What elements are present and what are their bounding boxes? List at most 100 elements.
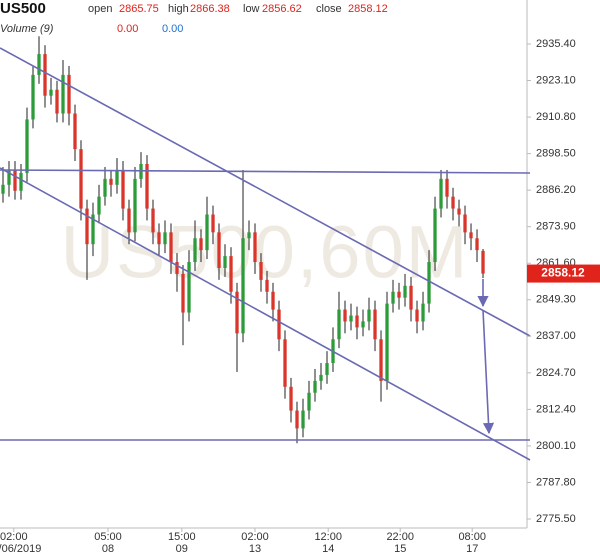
candle-body <box>121 169 125 209</box>
last-price-box <box>527 264 600 283</box>
candle-body <box>427 262 431 304</box>
candle-body <box>217 232 221 268</box>
candle-body <box>445 178 449 197</box>
candle-body <box>337 309 341 340</box>
candle-body <box>223 256 227 268</box>
y-tick-label: 2886.20 <box>536 184 576 196</box>
arrow <box>482 309 495 435</box>
x-tick-date: 14 <box>322 543 334 555</box>
candle-body <box>169 232 173 263</box>
candle-body <box>61 74 65 114</box>
indicator-value: 0.00 <box>162 23 183 35</box>
x-tick-label: 02:00 <box>241 531 269 543</box>
candle-body <box>259 262 263 280</box>
candle-body <box>151 208 155 233</box>
candle-body <box>313 380 317 393</box>
candle-body <box>391 291 395 304</box>
y-tick-label: 2923.10 <box>536 74 576 86</box>
candle-body <box>397 291 401 298</box>
trend-lines <box>0 47 531 461</box>
candle-body <box>79 149 83 209</box>
resistance-line <box>0 169 531 174</box>
candle-body <box>289 386 293 411</box>
candle-body <box>181 273 185 313</box>
indicator-value: 0.00 <box>117 23 138 35</box>
candle-body <box>205 214 209 251</box>
candle-body <box>199 238 203 251</box>
x-tick-date: 17 <box>466 543 478 555</box>
x-tick-date: 13 <box>249 543 261 555</box>
candle-body <box>97 196 101 215</box>
x-tick-label: 02:00 <box>0 531 28 543</box>
indicator-name: Volume (9) <box>0 23 54 35</box>
y-tick-label: 2824.70 <box>536 367 576 379</box>
candle-body <box>367 309 371 322</box>
symbol: US500 <box>0 0 46 17</box>
candle-body <box>127 208 131 233</box>
candle-body <box>325 363 329 375</box>
candle-body <box>361 321 365 328</box>
candle-body <box>283 339 287 387</box>
candle-body <box>415 309 419 322</box>
candle-body <box>37 54 41 75</box>
y-tick-label: 2935.40 <box>536 38 576 50</box>
x-tick-date: 09 <box>176 543 188 555</box>
y-tick-label: 2898.50 <box>536 148 576 160</box>
x-tick-date: 08 <box>102 543 114 555</box>
candle-body <box>187 262 191 313</box>
candle-body <box>85 208 89 245</box>
candle-body <box>247 232 251 239</box>
candle-body <box>481 250 485 274</box>
candle-body <box>25 119 29 173</box>
x-tick-label: 05:00 <box>94 531 122 543</box>
candle-body <box>7 169 11 185</box>
candle-body <box>91 214 95 245</box>
candle-body <box>271 291 275 310</box>
candle-body <box>31 74 35 120</box>
candle-body <box>175 262 179 274</box>
x-tick-label: 08:00 <box>458 531 486 543</box>
candle-body <box>379 339 383 381</box>
candle-body <box>193 238 197 263</box>
field-value: 2858.12 <box>348 3 388 15</box>
x-tick-date: 05/06/2019 <box>0 543 41 555</box>
candle-body <box>295 410 299 429</box>
y-tick-label: 2800.10 <box>536 440 576 452</box>
candle-body <box>163 232 167 245</box>
candle-body <box>421 303 425 322</box>
candle-body <box>439 178 443 209</box>
candle-body <box>115 169 119 185</box>
candle-body <box>475 238 479 251</box>
field-label: low <box>243 3 260 15</box>
y-tick-label: 2873.90 <box>536 221 576 233</box>
candle-body <box>409 285 413 310</box>
y-tick-label: 2837.00 <box>536 330 576 342</box>
candle-body <box>343 309 347 322</box>
candle-body <box>109 178 113 185</box>
candle-body <box>229 256 233 292</box>
candles <box>1 36 485 444</box>
x-tick-label: 12:00 <box>314 531 342 543</box>
x-tick-label: 22:00 <box>386 531 414 543</box>
candle-body <box>1 184 5 194</box>
y-tick-label: 2775.50 <box>536 513 576 525</box>
candle-body <box>319 374 323 381</box>
field-value: 2866.38 <box>190 3 230 15</box>
field-value: 2865.75 <box>119 3 159 15</box>
candle-body <box>307 392 311 411</box>
candle-body <box>433 208 437 263</box>
field-label: open <box>88 3 112 15</box>
candle-body <box>349 315 353 322</box>
field-label: close <box>316 3 342 15</box>
candle-body <box>19 172 23 191</box>
y-tick-label: 2910.80 <box>536 111 576 123</box>
candle-body <box>451 196 455 209</box>
candle-body <box>265 279 269 292</box>
candle-body <box>13 169 17 191</box>
header: US500 Volume (9) 0.00 0.00 <box>0 0 183 35</box>
candle-body <box>469 232 473 239</box>
channel-lower <box>0 167 531 461</box>
candle-body <box>355 315 359 328</box>
candle-body <box>277 309 281 340</box>
y-tick-label: 2787.80 <box>536 476 576 488</box>
